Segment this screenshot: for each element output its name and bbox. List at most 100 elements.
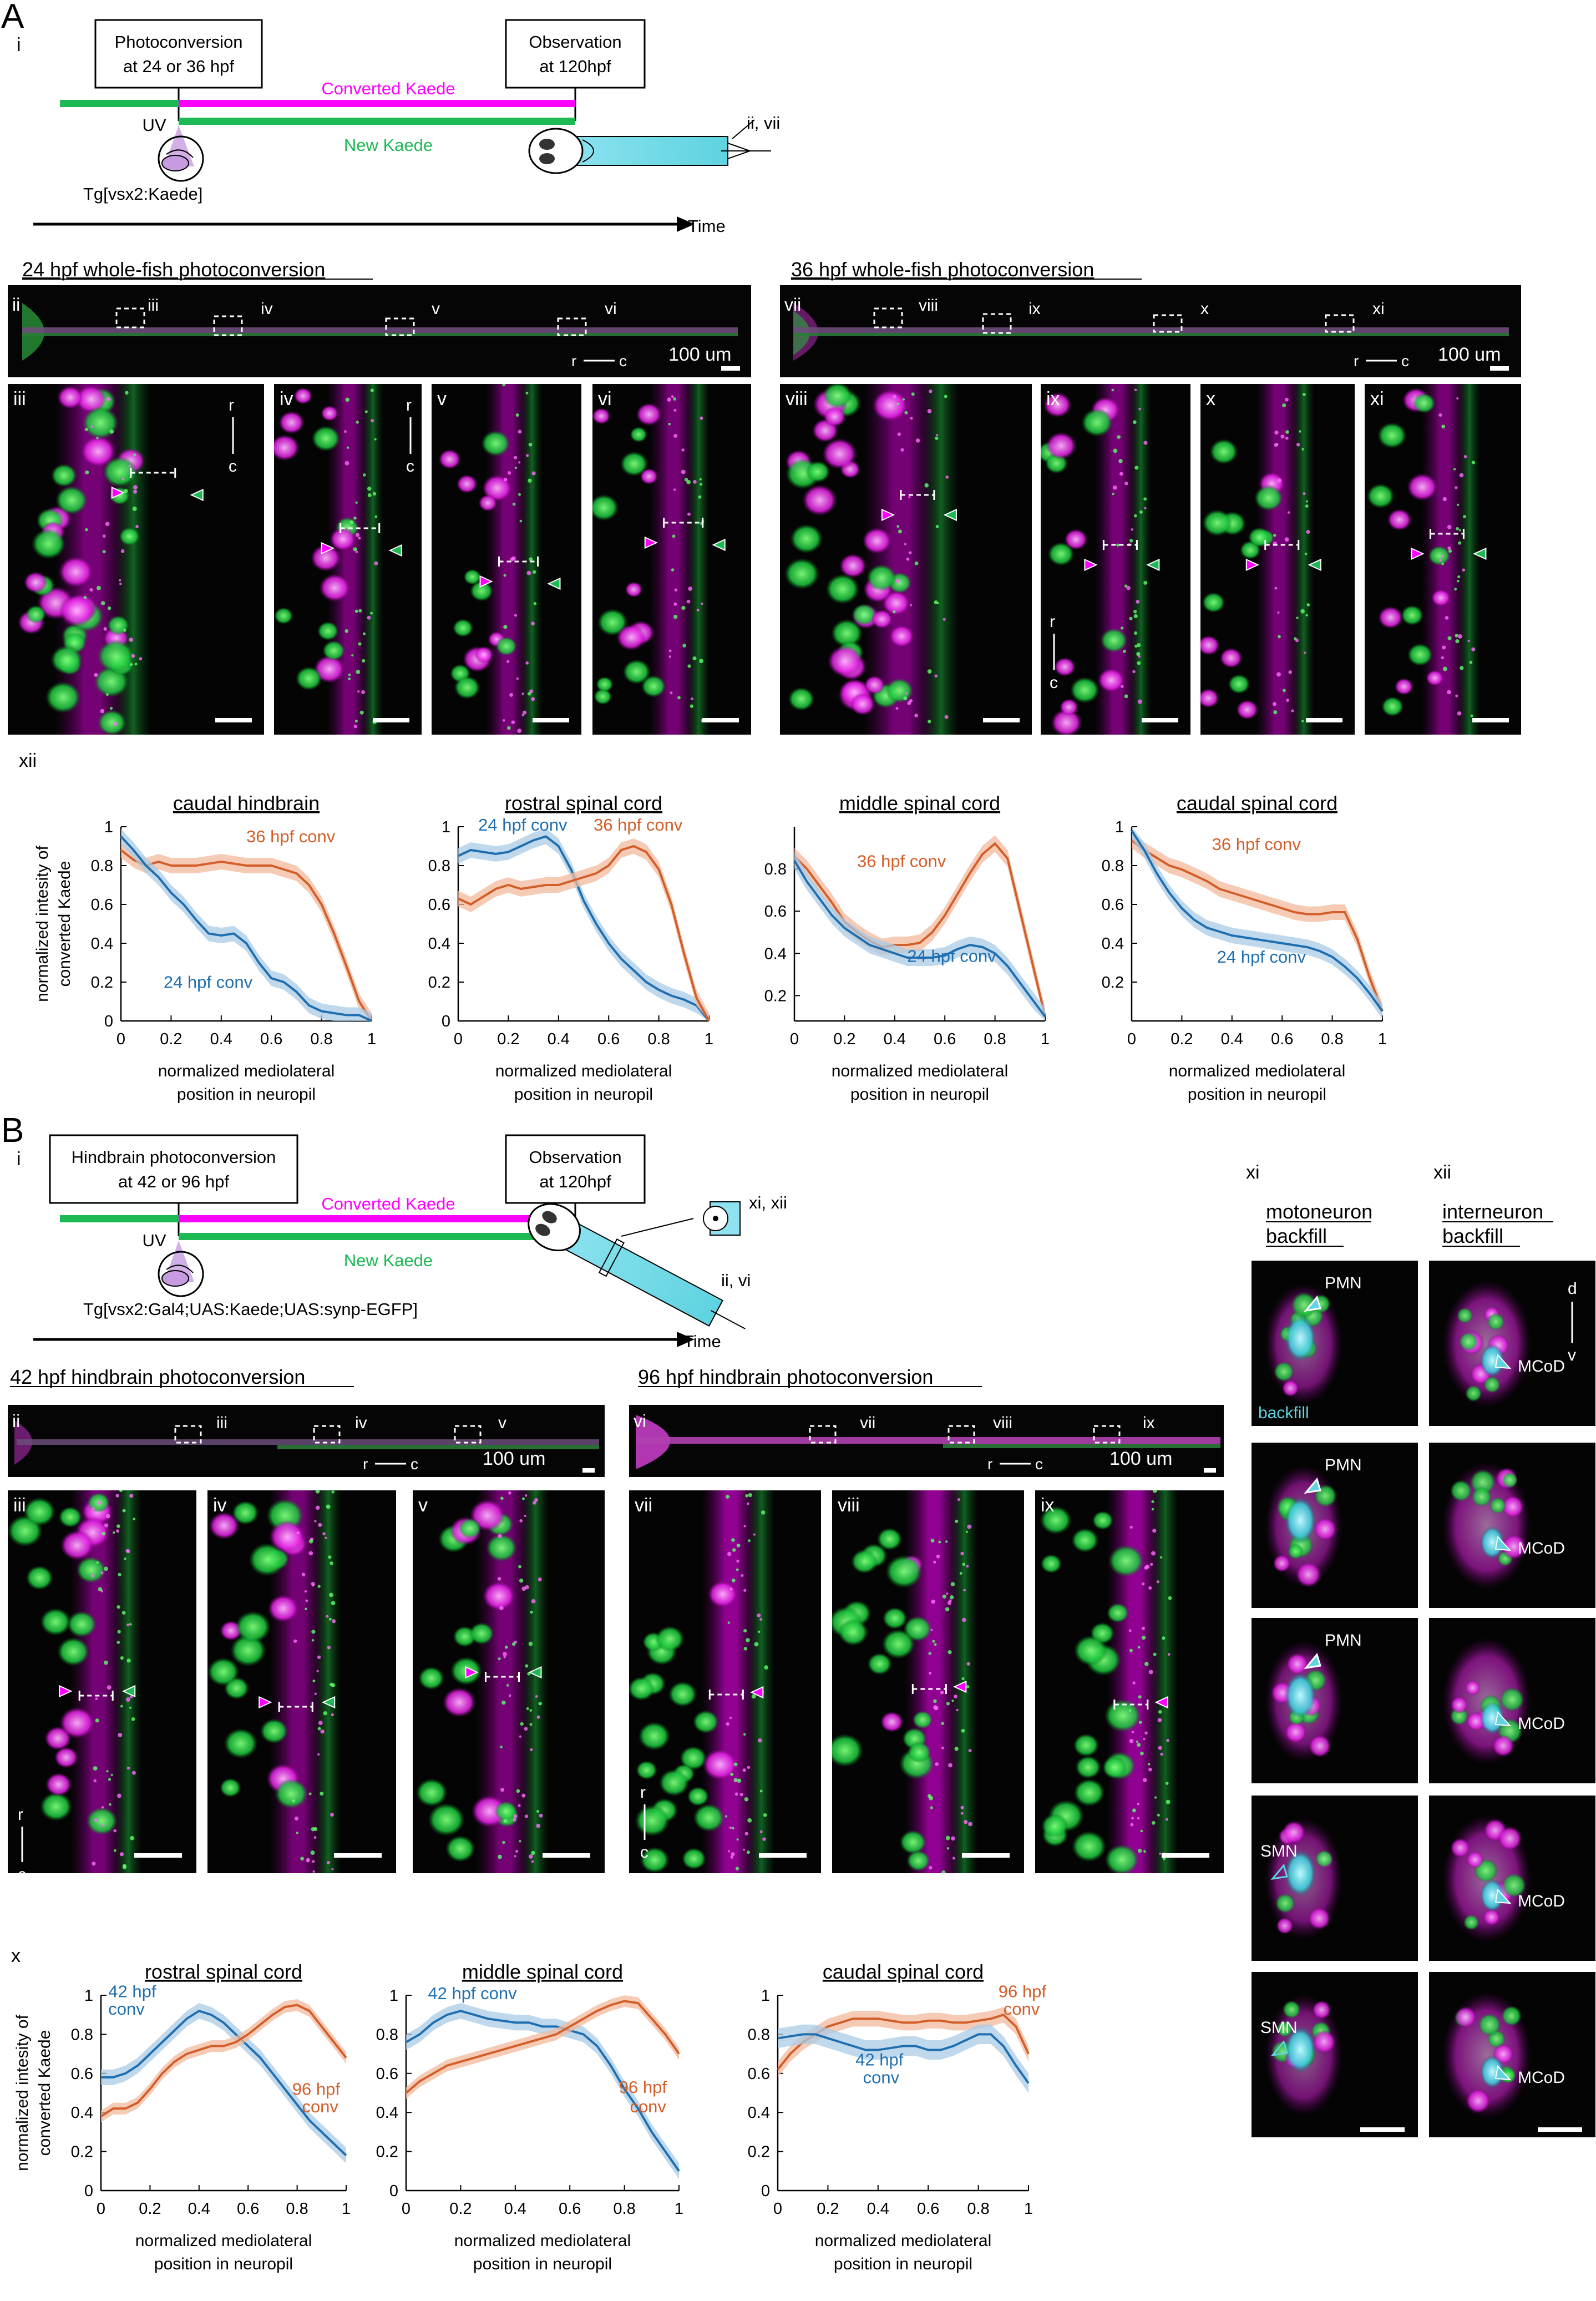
chart-1-ytick-2: 0.4 <box>428 935 450 953</box>
charts-b: rostral spinal cord 0 0.2 0.4 0.6 0.8 1 0 0.2 0.4… <box>13 1960 1046 2273</box>
panel-a: A i Photoconversion at 24 or 36 hpf Obse… <box>1 0 1521 1104</box>
backfill-in-tile-2: MCoD <box>1429 1618 1595 1783</box>
timeline-b-box2-line2: at 120hpf <box>539 1172 611 1191</box>
scale-bar <box>702 718 739 722</box>
chart-1-ytick-3: 0.6 <box>428 896 450 914</box>
green-arrowhead <box>712 538 726 552</box>
scale-bar <box>215 718 252 722</box>
chart-1-xlabel-2: position in neuropil <box>514 1085 653 1104</box>
green-arrowhead <box>1308 558 1321 572</box>
backfill-column: xi xii motoneuron backfill interneuron b… <box>1246 1162 1595 2137</box>
zoom-a-axis-c-0: c <box>229 457 237 476</box>
chart-1-label-0: 24 hpf conv <box>478 815 568 835</box>
chart-3-label-0: 36 hpf conv <box>1212 835 1301 854</box>
timeline-a: Photoconversion at 24 or 36 hpf Observat… <box>33 19 780 236</box>
chart-1-xlabel-1: normalized mediolateral <box>495 1062 672 1080</box>
backfill-mn-arrowhead-2 <box>1304 1652 1321 1670</box>
scale-bar <box>1472 718 1509 722</box>
timeline-b-box1-line2: at 42 or 96 hpf <box>118 1172 229 1191</box>
chart-1-xtick-0: 0 <box>454 1030 463 1048</box>
timeline-a-time-label: Time <box>688 216 726 236</box>
chart-3-xlabel-1: normalized mediolateral <box>1169 1062 1346 1080</box>
chart-5-xlabel-1: normalized mediolateral <box>454 2232 631 2250</box>
chart-6: caudal spinal cord 0 0.2 0.4 0.6 0.8 1 0 0.2 0.4 0… <box>748 1960 1047 2273</box>
chart-5-xtick-3: 0.6 <box>559 2200 581 2218</box>
measure-bar <box>900 490 935 500</box>
chart-0-label-1: 24 hpf conv <box>164 973 253 992</box>
chart-4-xtick-1: 0.2 <box>139 2200 161 2218</box>
chart-3-xtick-4: 0.8 <box>1321 1030 1343 1048</box>
chart-2-xtick-2: 0.4 <box>884 1030 906 1048</box>
overview-a-left-region-iv: iv <box>261 300 273 318</box>
chart-0-ylabel-1: normalized intesity of <box>33 845 52 1002</box>
panel-b-x: x <box>11 1945 21 1966</box>
backfill-mn-arrowhead-4 <box>1270 2040 1288 2057</box>
zoom-a-left-label-3: vi <box>598 388 612 409</box>
overview-b-right-scale: 100 um <box>1109 1448 1172 1469</box>
timeline-a-green-early <box>60 100 179 107</box>
chart-4-xtick-3: 0.6 <box>237 2200 259 2218</box>
chart-4-label-0: 42 hpf <box>108 1982 156 2001</box>
zoom-a-left-0 <box>8 384 264 735</box>
scale-bar <box>962 1853 1010 1858</box>
chart-4-label-1: conv <box>108 1999 145 2019</box>
panel-b: B i Hindbrain photoconversion at 42 or 9… <box>1 1111 1595 2273</box>
overview-b-right-axis-r: r <box>987 1455 992 1473</box>
backfill-mn-title-2: backfill <box>1266 1225 1327 1247</box>
chart-1-ytick-4: 0.8 <box>428 857 450 875</box>
timeline-a-uv-label: UV <box>142 115 166 135</box>
overview-a-left-region-v: v <box>432 300 440 318</box>
timeline-b-new-label: New Kaede <box>344 1251 433 1270</box>
chart-6-xtick-0: 0 <box>773 2200 782 2218</box>
magenta-arrowhead <box>321 542 335 555</box>
chart-0-xtick-4: 0.8 <box>310 1030 332 1048</box>
zoom-a-axis-r-1: r <box>406 396 412 414</box>
chart-1-series-1 <box>458 844 710 1021</box>
zoom-b-left-label-2: v <box>418 1495 428 1516</box>
chart-0-ytick-3: 0.6 <box>91 896 113 914</box>
overview-b-right-label: vi <box>634 1411 646 1431</box>
backfill-scale-bar-mn <box>1360 2127 1405 2132</box>
zoom-b-axis-c-0: c <box>18 1865 26 1884</box>
zoom-a-left-1 <box>274 384 422 735</box>
overview-a-right-region-ix: ix <box>1028 300 1041 318</box>
chart-6-ytick-3: 0.6 <box>748 2065 770 2083</box>
backfill-mn-label-1: PMN <box>1325 1456 1362 1474</box>
chart-2-xtick-1: 0.2 <box>833 1030 855 1048</box>
magenta-arrowhead <box>953 1680 967 1693</box>
zooms-a: iii iv v vi r c r c viii ix x xi r c <box>8 384 1521 735</box>
section-icon <box>703 1201 741 1236</box>
chart-3: caudal spinal cord 0 0.2 0.4 0.6 0.8 1 0.2 0.4 0.… <box>1102 792 1387 1104</box>
chart-0-series-1 <box>120 836 372 1022</box>
backfill-mn-tile-4: SMN <box>1252 1972 1418 2137</box>
chart-0-xtick-0: 0 <box>116 1030 125 1048</box>
green-arrowhead <box>190 488 204 502</box>
zoom-a-right-3 <box>1365 384 1521 735</box>
overview-a-left: ii iii iv v vi r c 100 um <box>8 285 751 377</box>
measure-bar <box>911 1684 947 1694</box>
backfill-mn-tile-0: PMN <box>1252 1261 1418 1426</box>
chart-0-label-0: 36 hpf conv <box>246 827 336 846</box>
chart-6-ytick-5: 1 <box>761 1987 770 2005</box>
backfill-in-label-0: MCoD <box>1518 1357 1565 1375</box>
measure-bar <box>78 1691 114 1701</box>
zoom-b-axis-c-1: c <box>640 1843 648 1862</box>
backfill-scale-bar-in <box>1538 2127 1582 2132</box>
chart-3-xtick-5: 1 <box>1378 1030 1387 1048</box>
chart-4-label-3: conv <box>302 2097 338 2116</box>
overview-b-left-label: ii <box>12 1411 20 1431</box>
overview-b-left: ii iii iv v r c 100 um <box>8 1405 605 1477</box>
chart-5-ytick-0: 0 <box>389 2182 398 2200</box>
backfill-mn-title-1: motoneuron <box>1266 1200 1372 1223</box>
timeline-a-box1-line1: Photoconversion <box>115 32 243 52</box>
zoom-b-left-label-1: iv <box>213 1495 227 1516</box>
backfill-mn-tile-1: PMN <box>1252 1443 1418 1608</box>
chart-2-xtick-5: 1 <box>1041 1030 1050 1048</box>
overview-a-right-region-viii: viii <box>919 296 938 315</box>
overview-b-right-region-vii: vii <box>860 1414 875 1432</box>
timeline-a-fish-label: ii, vii <box>747 113 780 133</box>
chart-1-label-1: 36 hpf conv <box>594 815 683 835</box>
chart-6-label-3: conv <box>863 2067 900 2087</box>
zoom-a-left-label-0: iii <box>13 388 26 409</box>
magenta-arrowhead <box>881 508 895 522</box>
